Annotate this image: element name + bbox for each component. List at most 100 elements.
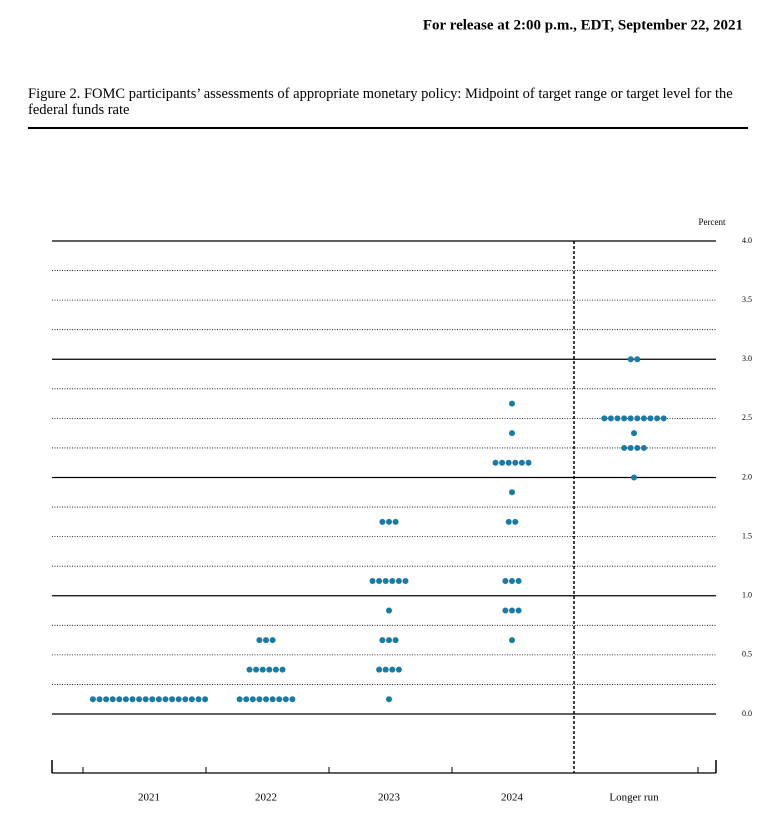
dot bbox=[634, 356, 641, 363]
dot bbox=[136, 696, 143, 703]
y-tick-label: 0.0 bbox=[742, 709, 752, 718]
dot bbox=[129, 696, 136, 703]
dot bbox=[379, 637, 386, 644]
dot bbox=[386, 637, 392, 644]
dot bbox=[392, 518, 399, 525]
dot bbox=[256, 637, 263, 644]
dot bbox=[279, 666, 286, 673]
dot bbox=[249, 696, 256, 703]
dot bbox=[389, 577, 396, 584]
dot bbox=[195, 696, 202, 703]
dot bbox=[515, 607, 522, 614]
dot bbox=[243, 696, 250, 703]
dot bbox=[376, 577, 383, 584]
dot bbox=[631, 474, 637, 481]
y-tick-label: 3.0 bbox=[742, 354, 752, 363]
dot bbox=[402, 577, 409, 584]
y-axis-label: Percent bbox=[699, 217, 726, 227]
dot bbox=[382, 577, 389, 584]
dot bbox=[162, 696, 169, 703]
dot bbox=[502, 577, 509, 584]
dot bbox=[627, 444, 634, 451]
chart-title: Figure 2. FOMC participants’ assessments… bbox=[28, 86, 733, 118]
x-tick-label: Longer run bbox=[609, 792, 659, 804]
y-tick-label: 0.5 bbox=[742, 650, 752, 659]
x-tick-label: 2021 bbox=[138, 792, 160, 804]
dot bbox=[509, 607, 515, 614]
y-tick-label: 1.0 bbox=[742, 591, 752, 600]
dot bbox=[614, 415, 621, 422]
dot bbox=[634, 415, 641, 422]
dot bbox=[236, 696, 243, 703]
dot bbox=[525, 459, 532, 466]
dot bbox=[601, 415, 608, 422]
dot bbox=[499, 459, 506, 466]
dot bbox=[660, 415, 667, 422]
dot bbox=[169, 696, 176, 703]
dot bbox=[509, 637, 515, 644]
dot bbox=[647, 415, 654, 422]
dot bbox=[509, 577, 515, 584]
y-tick-label: 4.0 bbox=[742, 236, 752, 245]
dot bbox=[631, 430, 637, 437]
dot bbox=[654, 415, 661, 422]
dot bbox=[376, 666, 383, 673]
dot bbox=[386, 518, 392, 525]
dot bbox=[263, 637, 269, 644]
dot bbox=[621, 444, 628, 451]
dot bbox=[175, 696, 182, 703]
x-tick-label: 2023 bbox=[378, 792, 401, 804]
dot bbox=[502, 607, 509, 614]
dot bbox=[149, 696, 156, 703]
caption-box: Figure 2. FOMC participants’ assessments… bbox=[28, 86, 733, 118]
dot bbox=[395, 666, 402, 673]
dot bbox=[289, 696, 296, 703]
y-tick-label: 2.5 bbox=[742, 413, 752, 422]
dot bbox=[188, 696, 195, 703]
dot bbox=[369, 577, 376, 584]
dot bbox=[246, 666, 253, 673]
dot bbox=[518, 459, 525, 466]
dot bbox=[122, 696, 129, 703]
dot bbox=[259, 666, 266, 673]
dot bbox=[276, 696, 283, 703]
dot bbox=[395, 577, 402, 584]
y-tick-label: 2.0 bbox=[742, 472, 752, 481]
release-note: For release at 2:00 p.m., EDT, September… bbox=[423, 17, 743, 33]
y-tick-label: 3.5 bbox=[742, 295, 752, 304]
dot bbox=[627, 356, 634, 363]
dot bbox=[512, 518, 519, 525]
dot bbox=[515, 577, 522, 584]
dot bbox=[389, 666, 396, 673]
dot bbox=[509, 430, 515, 437]
dot bbox=[272, 666, 279, 673]
dot bbox=[505, 518, 512, 525]
dot bbox=[392, 637, 399, 644]
dot bbox=[512, 459, 519, 466]
dot bbox=[253, 666, 260, 673]
dot bbox=[266, 666, 273, 673]
dot bbox=[621, 415, 628, 422]
dot bbox=[89, 696, 96, 703]
dot bbox=[640, 444, 647, 451]
dot bbox=[269, 637, 276, 644]
dot bbox=[386, 696, 392, 703]
dot bbox=[142, 696, 149, 703]
y-tick-label: 1.5 bbox=[742, 531, 752, 540]
dot bbox=[116, 696, 123, 703]
dot bbox=[256, 696, 263, 703]
dot bbox=[182, 696, 189, 703]
dot bbox=[382, 666, 389, 673]
dot bbox=[155, 696, 162, 703]
dot bbox=[634, 444, 641, 451]
x-tick-label: 2022 bbox=[255, 792, 277, 804]
dot bbox=[640, 415, 647, 422]
dot bbox=[109, 696, 116, 703]
dot bbox=[282, 696, 289, 703]
dot bbox=[386, 607, 392, 614]
dot bbox=[103, 696, 110, 703]
dot bbox=[492, 459, 499, 466]
dot bbox=[96, 696, 103, 703]
